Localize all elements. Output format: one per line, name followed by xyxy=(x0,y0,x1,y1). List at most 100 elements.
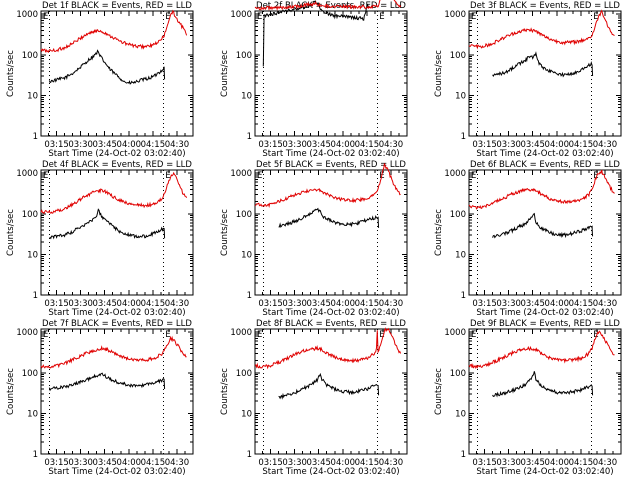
chart-panel-6: Det 6f BLACK = Events, RED = LLD 1 10 100 10… xyxy=(434,160,622,318)
y-axis-label: Counts/sec xyxy=(434,50,444,97)
x-tick-label: 04:30 xyxy=(593,299,618,309)
events-series xyxy=(278,372,380,400)
y-tick-label: 1 xyxy=(247,450,252,460)
x-tick-label: 03:45 xyxy=(92,299,117,309)
chart-panel-2: Det 2f BLACK = Events, RED = LLD 1 10 100 10… xyxy=(220,0,408,159)
x-tick-label: 04:15 xyxy=(569,458,594,468)
x-tick-label: 04:00 xyxy=(331,458,356,468)
x-tick-label: 03:15 xyxy=(472,299,497,309)
corner-mark-left: E xyxy=(257,12,262,22)
chart-panel-8: Det 8f BLACK = Events, RED = LLD 1 10 100 10… xyxy=(220,319,408,477)
x-axis-label: Start Time (24-Oct-02 03:02:40) xyxy=(48,308,185,318)
corner-mark-left: E xyxy=(43,171,48,181)
corner-mark-left: E xyxy=(471,171,476,181)
events-series xyxy=(492,51,594,78)
lld-series xyxy=(468,9,615,50)
x-tick-label: 03:30 xyxy=(496,458,521,468)
y-tick-label: 1 xyxy=(461,132,466,142)
y-axis-label: Counts/sec xyxy=(220,50,230,97)
x-tick-label: 03:45 xyxy=(306,299,331,309)
y-tick-label: 10 xyxy=(241,250,252,260)
x-tick-label: 03:45 xyxy=(306,458,331,468)
x-tick-label: 03:30 xyxy=(282,140,307,150)
chart-title: Det 6f BLACK = Events, RED = LLD xyxy=(470,160,620,170)
corner-mark-left: E xyxy=(257,330,262,340)
x-tick-label: 04:30 xyxy=(165,299,190,309)
lld-series xyxy=(254,163,401,208)
y-tick-label: 1000 xyxy=(230,328,252,338)
y-tick-label: 100 xyxy=(450,51,466,61)
y-axis-label: Counts/sec xyxy=(6,50,16,97)
x-tick-label: 04:30 xyxy=(165,140,190,150)
lld-series xyxy=(40,171,188,215)
y-tick-label: 10 xyxy=(27,409,38,419)
x-tick-label: 03:45 xyxy=(520,458,545,468)
x-axis-label: Start Time (24-Oct-02 03:02:40) xyxy=(48,149,185,159)
x-tick-label: 04:00 xyxy=(545,140,570,150)
y-axis-label: Counts/sec xyxy=(6,368,16,415)
x-axis-label: Start Time (24-Oct-02 03:02:40) xyxy=(476,149,613,159)
y-tick-label: 1000 xyxy=(230,169,252,179)
x-tick-label: 03:30 xyxy=(68,299,93,309)
chart-title: Det 3f BLACK = Events, RED = LLD xyxy=(470,1,620,11)
corner-mark-left: E xyxy=(471,12,476,22)
x-tick-label: 03:30 xyxy=(68,458,93,468)
x-tick-label: 03:15 xyxy=(258,299,283,309)
x-tick-label: 04:15 xyxy=(355,458,380,468)
x-axis-label: Start Time (24-Oct-02 03:02:40) xyxy=(476,308,613,318)
x-tick-label: 04:15 xyxy=(355,299,380,309)
x-tick-label: 04:15 xyxy=(141,140,166,150)
chart-title: Det 5f BLACK = Events, RED = LLD xyxy=(256,160,406,170)
x-tick-label: 03:30 xyxy=(496,299,521,309)
x-tick-label: 04:30 xyxy=(593,140,618,150)
x-axis-label: Start Time (24-Oct-02 03:02:40) xyxy=(262,467,399,477)
corner-mark-left: E xyxy=(257,171,262,181)
x-tick-label: 03:15 xyxy=(44,458,69,468)
plot-frame xyxy=(254,328,408,455)
x-tick-label: 03:15 xyxy=(472,140,497,150)
x-tick-label: 03:15 xyxy=(44,299,69,309)
plot-frame xyxy=(468,10,622,137)
y-tick-label: 100 xyxy=(22,51,38,61)
y-tick-label: 1 xyxy=(247,291,252,301)
y-axis-label: Counts/sec xyxy=(6,209,16,256)
chart-title: Det 7f BLACK = Events, RED = LLD xyxy=(42,319,192,329)
x-tick-label: 04:30 xyxy=(379,458,404,468)
chart-title: Det 1f BLACK = Events, RED = LLD xyxy=(42,1,192,11)
chart-panel-9: Det 9f BLACK = Events, RED = LLD 1 10 100 10… xyxy=(434,319,622,477)
x-tick-label: 04:00 xyxy=(117,458,142,468)
chart-panel-5: Det 5f BLACK = Events, RED = LLD 1 10 100 10… xyxy=(220,160,408,318)
y-tick-label: 100 xyxy=(22,210,38,220)
corner-mark-left: E xyxy=(43,12,48,22)
x-tick-label: 04:00 xyxy=(331,299,356,309)
x-tick-label: 04:15 xyxy=(141,299,166,309)
x-tick-label: 04:15 xyxy=(355,140,380,150)
events-series xyxy=(492,212,594,239)
y-tick-label: 10 xyxy=(455,91,466,101)
corner-mark-right: E xyxy=(379,12,384,22)
y-tick-label: 1000 xyxy=(16,328,38,338)
y-axis-label: Counts/sec xyxy=(434,209,444,256)
lld-series xyxy=(40,335,187,369)
y-tick-label: 1000 xyxy=(444,10,466,20)
x-tick-label: 04:00 xyxy=(545,299,570,309)
corner-mark-left: E xyxy=(43,330,48,340)
y-tick-label: 1000 xyxy=(444,328,466,338)
events-series xyxy=(48,372,166,392)
events-series xyxy=(48,49,166,85)
y-tick-label: 100 xyxy=(450,369,466,379)
plot-frame xyxy=(254,169,408,296)
plot-frame xyxy=(40,169,194,296)
y-tick-label: 1 xyxy=(33,132,38,142)
y-tick-label: 100 xyxy=(22,369,38,379)
x-tick-label: 04:15 xyxy=(569,299,594,309)
y-axis-label: Counts/sec xyxy=(220,368,230,415)
x-tick-label: 04:15 xyxy=(141,458,166,468)
y-tick-label: 1000 xyxy=(16,10,38,20)
y-tick-label: 10 xyxy=(27,250,38,260)
y-tick-label: 100 xyxy=(236,210,252,220)
y-tick-label: 1000 xyxy=(16,169,38,179)
x-axis-label: Start Time (24-Oct-02 03:02:40) xyxy=(262,308,399,318)
x-tick-label: 04:30 xyxy=(379,299,404,309)
